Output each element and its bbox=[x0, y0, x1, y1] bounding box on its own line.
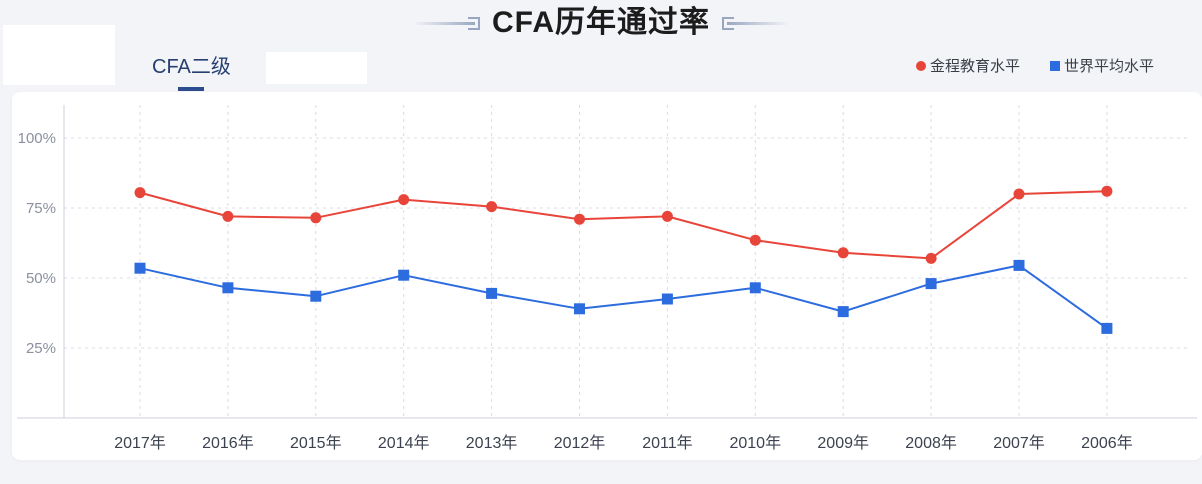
series-line bbox=[139, 190, 1107, 260]
x-axis-tick-label: 2016年 bbox=[202, 434, 254, 452]
image-placeholder-right bbox=[266, 52, 367, 84]
data-point[interactable] bbox=[310, 290, 322, 302]
legend-square-icon bbox=[1049, 60, 1060, 71]
decoration-bracket-icon bbox=[468, 16, 480, 30]
data-point[interactable] bbox=[398, 194, 410, 206]
data-point[interactable] bbox=[837, 247, 849, 259]
data-point[interactable] bbox=[1101, 185, 1113, 197]
legend-label: 世界平均水平 bbox=[1063, 58, 1154, 75]
data-point[interactable] bbox=[925, 278, 937, 290]
data-point[interactable] bbox=[574, 303, 585, 315]
decoration-line-icon bbox=[413, 21, 475, 25]
y-axis-tick-label: 75% bbox=[26, 200, 56, 217]
decoration-bracket-icon bbox=[722, 16, 734, 30]
x-axis-tick-label: 2011年 bbox=[642, 434, 692, 452]
legend-item-world-average[interactable]: 世界平均水平 bbox=[1049, 55, 1154, 76]
x-axis-tick-label: 2010年 bbox=[729, 434, 781, 452]
title-decoration-left bbox=[413, 16, 480, 30]
legend-item-jincheng[interactable]: 金程教育水平 bbox=[915, 55, 1020, 76]
x-axis-tick-label: 2012年 bbox=[554, 434, 606, 452]
decoration-line-icon bbox=[727, 21, 789, 25]
data-point[interactable] bbox=[1013, 259, 1025, 271]
x-axis-tick-label: 2013年 bbox=[466, 434, 518, 452]
data-point[interactable] bbox=[398, 269, 410, 281]
series-line bbox=[139, 264, 1108, 330]
tab-cfa-level2[interactable]: CFA二级 bbox=[152, 56, 231, 91]
y-axis-tick-label: 25% bbox=[26, 340, 56, 357]
chart-legend: 金程教育水平 世界平均水平 bbox=[915, 55, 1154, 76]
data-point[interactable] bbox=[837, 306, 849, 318]
legend-label: 金程教育水平 bbox=[929, 58, 1020, 75]
data-point[interactable] bbox=[1013, 188, 1025, 200]
image-placeholder-left bbox=[3, 25, 115, 85]
title-decoration-right bbox=[722, 16, 789, 30]
legend-circle-icon bbox=[915, 60, 926, 71]
page-title: CFA历年通过率 bbox=[492, 6, 710, 39]
x-axis-tick-label: 2015年 bbox=[290, 434, 342, 452]
x-axis-tick-label: 2017年 bbox=[114, 434, 166, 452]
data-point[interactable] bbox=[1101, 322, 1113, 334]
data-point[interactable] bbox=[661, 293, 673, 305]
data-point[interactable] bbox=[134, 262, 146, 274]
x-axis-tick-label: 2006年 bbox=[1081, 434, 1133, 452]
data-point[interactable] bbox=[310, 212, 322, 224]
tab-active-underline bbox=[178, 87, 205, 91]
page-header: CFA历年通过率 bbox=[0, 6, 1202, 40]
x-axis-tick-label: 2007年 bbox=[993, 434, 1045, 452]
pass-rate-line-chart: 100% 75% 50% 25% 2017年 2016年 2015年 2014年 2013年 20… bbox=[17, 105, 1197, 452]
data-point[interactable] bbox=[134, 187, 146, 199]
x-axis-tick-label: 2014年 bbox=[378, 434, 430, 452]
y-axis-tick-label: 50% bbox=[26, 270, 56, 287]
data-point[interactable] bbox=[222, 210, 234, 222]
tab-label: CFA二级 bbox=[152, 56, 231, 78]
x-axis-tick-label: 2009年 bbox=[817, 434, 869, 452]
data-point[interactable] bbox=[661, 210, 673, 222]
data-point[interactable] bbox=[486, 201, 498, 213]
data-point[interactable] bbox=[486, 287, 498, 299]
y-axis-tick-label: 100% bbox=[18, 130, 56, 147]
x-axis-tick-label: 2008年 bbox=[905, 434, 957, 452]
data-point[interactable] bbox=[749, 282, 761, 294]
data-point[interactable] bbox=[574, 213, 585, 225]
data-point[interactable] bbox=[222, 282, 234, 294]
data-point[interactable] bbox=[749, 234, 761, 246]
chart-card: 100% 75% 50% 25% 2017年 2016年 2015年 2014年 2013年 20… bbox=[12, 92, 1202, 460]
data-point[interactable] bbox=[925, 252, 937, 264]
